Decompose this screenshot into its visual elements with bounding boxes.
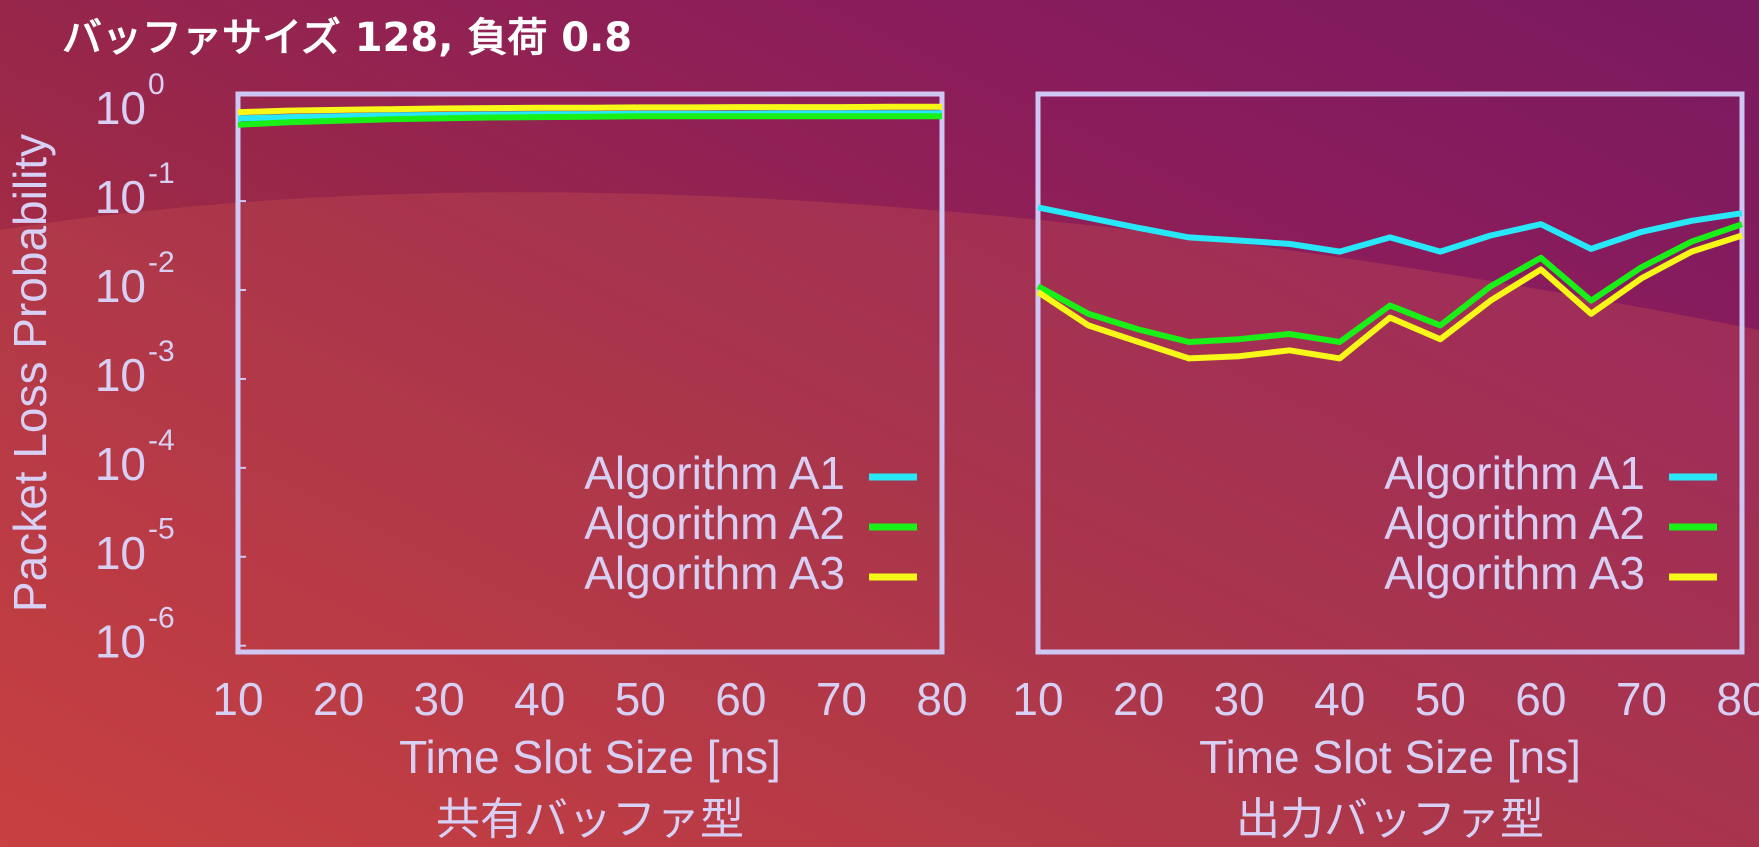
y-tick-base: 10: [95, 349, 146, 401]
legend-label: Algorithm A2: [584, 497, 845, 549]
y-tick-label: 10: [95, 260, 146, 312]
x-tick-label: 70: [1616, 673, 1667, 725]
x-tick-label: 40: [1314, 673, 1365, 725]
x-tick-label: 10: [212, 673, 263, 725]
x-tick-label: 20: [1113, 673, 1164, 725]
y-tick-base: 10: [95, 438, 146, 490]
y-tick-exponent: 0: [148, 68, 165, 101]
x-tick-label: 60: [715, 673, 766, 725]
y-tick-label: 10: [95, 171, 146, 223]
x-tick-label: 30: [414, 673, 465, 725]
slide: バッファサイズ 128, 負荷 0.8 102030405060708010-6…: [0, 0, 1759, 847]
y-tick-base: 10: [95, 616, 146, 668]
y-axis-label: Packet Loss Probability: [4, 134, 56, 612]
y-tick-label: 10: [95, 349, 146, 401]
x-tick-label: 10: [1012, 673, 1063, 725]
slide-title: バッファサイズ 128, 負荷 0.8: [62, 15, 632, 61]
legend-label: Algorithm A2: [1384, 497, 1645, 549]
y-tick-exponent: -5: [148, 513, 175, 546]
y-tick-base: 10: [95, 171, 146, 223]
page: {"title": "バッファサイズ 128, 負荷 0.8", "chart_…: [0, 0, 1759, 847]
x-axis-label: Time Slot Size [ns]: [1199, 731, 1581, 783]
x-tick-label: 40: [514, 673, 565, 725]
x-tick-label: 60: [1515, 673, 1566, 725]
y-tick-base: 10: [95, 527, 146, 579]
x-tick-label: 70: [816, 673, 867, 725]
x-tick-label: 30: [1214, 673, 1265, 725]
y-tick-label: 10: [95, 82, 146, 134]
x-axis-label: Time Slot Size [ns]: [399, 731, 781, 783]
x-tick-label: 80: [1716, 673, 1759, 725]
y-tick-exponent: -3: [148, 335, 175, 368]
y-tick-exponent: -4: [148, 424, 175, 457]
y-tick-exponent: -2: [148, 246, 175, 279]
legend-label: Algorithm A3: [584, 547, 845, 599]
y-tick-label: 10: [95, 616, 146, 668]
legend-label: Algorithm A1: [1384, 447, 1645, 499]
y-tick-exponent: -1: [148, 157, 175, 190]
y-tick-base: 10: [95, 260, 146, 312]
x-tick-label: 80: [916, 673, 967, 725]
y-tick-label: 10: [95, 527, 146, 579]
y-tick-label: 10: [95, 438, 146, 490]
x-tick-label: 20: [313, 673, 364, 725]
x-tick-label: 50: [615, 673, 666, 725]
chart-subtitle: 出力バッファ型: [1236, 794, 1544, 845]
x-tick-label: 50: [1415, 673, 1466, 725]
chart-subtitle: 共有バッファ型: [436, 794, 744, 845]
y-tick-base: 10: [95, 82, 146, 134]
legend-label: Algorithm A1: [584, 447, 845, 499]
legend-label: Algorithm A3: [1384, 547, 1645, 599]
y-tick-exponent: -6: [148, 602, 175, 635]
